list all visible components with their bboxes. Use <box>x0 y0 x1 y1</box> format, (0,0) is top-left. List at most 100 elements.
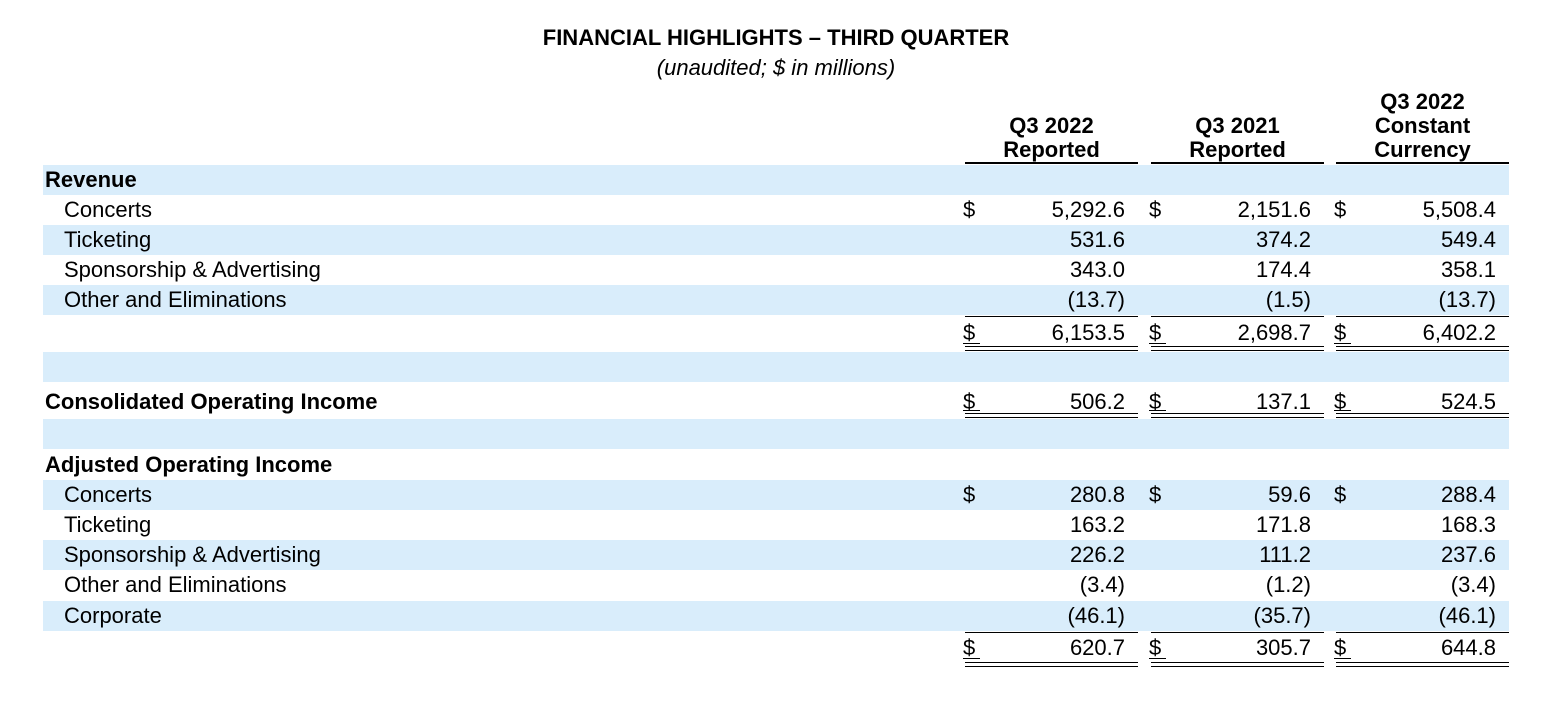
row-label: Consolidated Operating Income <box>45 389 378 414</box>
subtotal-rule <box>1336 316 1509 317</box>
cell-value: (3.4) <box>1450 572 1496 597</box>
report-subtitle: (unaudited; $ in millions) <box>656 55 896 80</box>
currency-underline <box>1149 410 1166 411</box>
adjusted-oi-heading-row: Adjusted Operating Income <box>43 450 1509 480</box>
currency-symbol: $ <box>963 389 976 414</box>
currency-underline <box>963 658 980 659</box>
currency-symbol: $ <box>1149 320 1162 345</box>
row-label: Corporate <box>64 603 162 628</box>
subtotal-rule <box>1151 632 1324 633</box>
cell-value: (13.7) <box>1067 287 1125 312</box>
cell-value: 2,151.6 <box>1237 197 1311 222</box>
cell-value: 59.6 <box>1268 482 1311 507</box>
total-double-rule <box>1151 413 1324 418</box>
cell-value: 237.6 <box>1440 542 1496 567</box>
cell-value: (1.5) <box>1265 287 1311 312</box>
row-label: Sponsorship & Advertising <box>64 257 321 282</box>
currency-symbol: $ <box>1334 389 1347 414</box>
subtotal-rule <box>965 632 1138 633</box>
cell-value: (1.2) <box>1265 572 1311 597</box>
currency-symbol: $ <box>963 197 976 222</box>
total-value: 2,698.7 <box>1237 320 1311 345</box>
table-row: Ticketing 163.2 171.8 168.3 <box>43 510 1509 540</box>
currency-symbol: $ <box>963 320 976 345</box>
cell-value: 5,508.4 <box>1422 197 1496 222</box>
currency-symbol: $ <box>1334 320 1347 345</box>
row-label: Ticketing <box>64 227 152 252</box>
total-double-rule <box>1336 662 1509 667</box>
subtotal-rule <box>1336 632 1509 633</box>
currency-underline <box>1149 343 1166 344</box>
currency-symbol: $ <box>1149 482 1162 507</box>
currency-symbol: $ <box>1334 197 1347 222</box>
cell-value: 163.2 <box>1069 512 1125 537</box>
currency-symbol: $ <box>1149 635 1162 660</box>
table-row: Other and Eliminations (3.4) (1.2) (3.4) <box>43 570 1509 600</box>
cell-value: 137.1 <box>1255 389 1311 414</box>
report-title: FINANCIAL HIGHLIGHTS – THIRD QUARTER <box>542 25 1010 50</box>
cell-value: 280.8 <box>1069 482 1125 507</box>
row-label: Concerts <box>64 197 153 222</box>
cell-value: 506.2 <box>1069 389 1125 414</box>
adjusted-oi-total-row: $ 620.7 $ 305.7 $ 644.8 <box>43 633 1509 663</box>
column-header-line: Reported <box>1189 137 1286 162</box>
cell-value: (46.1) <box>1067 603 1125 628</box>
cell-value: 226.2 <box>1069 542 1125 567</box>
table-row: Sponsorship & Advertising 226.2 111.2 23… <box>43 540 1509 570</box>
cell-value: 343.0 <box>1069 257 1125 282</box>
cell-value: (35.7) <box>1253 603 1311 628</box>
table-row: Other and Eliminations (13.7) (1.5) (13.… <box>43 285 1509 315</box>
currency-underline <box>1334 410 1351 411</box>
cell-value: 171.8 <box>1255 512 1311 537</box>
cell-value: 531.6 <box>1069 227 1125 252</box>
column-header-q3-2022-constant-currency: Q3 2022 Constant Currency <box>1336 90 1509 164</box>
cell-value: (13.7) <box>1438 287 1496 312</box>
column-header-line: Q3 2021 <box>1195 113 1280 138</box>
subtotal-rule <box>1151 316 1324 317</box>
cell-value: 549.4 <box>1440 227 1496 252</box>
currency-symbol: $ <box>1334 635 1347 660</box>
spacer-row <box>43 419 1509 449</box>
total-value: 620.7 <box>1069 635 1125 660</box>
cell-value: 288.4 <box>1440 482 1496 507</box>
currency-underline <box>963 343 980 344</box>
currency-symbol: $ <box>1334 482 1347 507</box>
row-label: Ticketing <box>64 512 152 537</box>
cell-value: 174.4 <box>1255 257 1311 282</box>
cell-value: (3.4) <box>1079 572 1125 597</box>
total-value: 305.7 <box>1255 635 1311 660</box>
spacer-row <box>43 352 1509 382</box>
row-label: Concerts <box>64 482 153 507</box>
revenue-heading-row: Revenue <box>43 165 1509 195</box>
table-row: Ticketing 531.6 374.2 549.4 <box>43 225 1509 255</box>
total-double-rule <box>1151 662 1324 667</box>
table-row: Concerts $ 280.8 $ 59.6 $ 288.4 <box>43 480 1509 510</box>
column-header-line: Q3 2022 <box>1380 89 1465 114</box>
table-row: Sponsorship & Advertising 343.0 174.4 35… <box>43 255 1509 285</box>
total-double-rule <box>1151 346 1324 351</box>
total-double-rule <box>1336 413 1509 418</box>
currency-symbol: $ <box>1149 389 1162 414</box>
cell-value: 524.5 <box>1440 389 1496 414</box>
section-heading: Revenue <box>45 167 137 192</box>
revenue-total-row: $ 6,153.5 $ 2,698.7 $ 6,402.2 <box>43 318 1509 348</box>
currency-underline <box>1334 343 1351 344</box>
section-heading: Adjusted Operating Income <box>45 452 333 477</box>
total-double-rule <box>965 346 1138 351</box>
operating-income-row: Consolidated Operating Income $ 506.2 $ … <box>43 387 1509 417</box>
currency-underline <box>963 410 980 411</box>
cell-value: 5,292.6 <box>1051 197 1125 222</box>
column-header-q3-2021-reported: Q3 2021 Reported <box>1151 114 1324 164</box>
total-double-rule <box>965 662 1138 667</box>
total-value: 6,402.2 <box>1422 320 1496 345</box>
column-header-line: Constant <box>1374 113 1471 138</box>
total-double-rule <box>965 413 1138 418</box>
column-header-line: Currency <box>1374 137 1471 162</box>
cell-value: 111.2 <box>1259 542 1311 567</box>
column-header-line: Reported <box>1003 137 1100 162</box>
total-value: 6,153.5 <box>1051 320 1125 345</box>
cell-value: (46.1) <box>1438 603 1496 628</box>
currency-underline <box>1149 658 1166 659</box>
row-label: Other and Eliminations <box>64 572 287 597</box>
currency-symbol: $ <box>963 482 976 507</box>
